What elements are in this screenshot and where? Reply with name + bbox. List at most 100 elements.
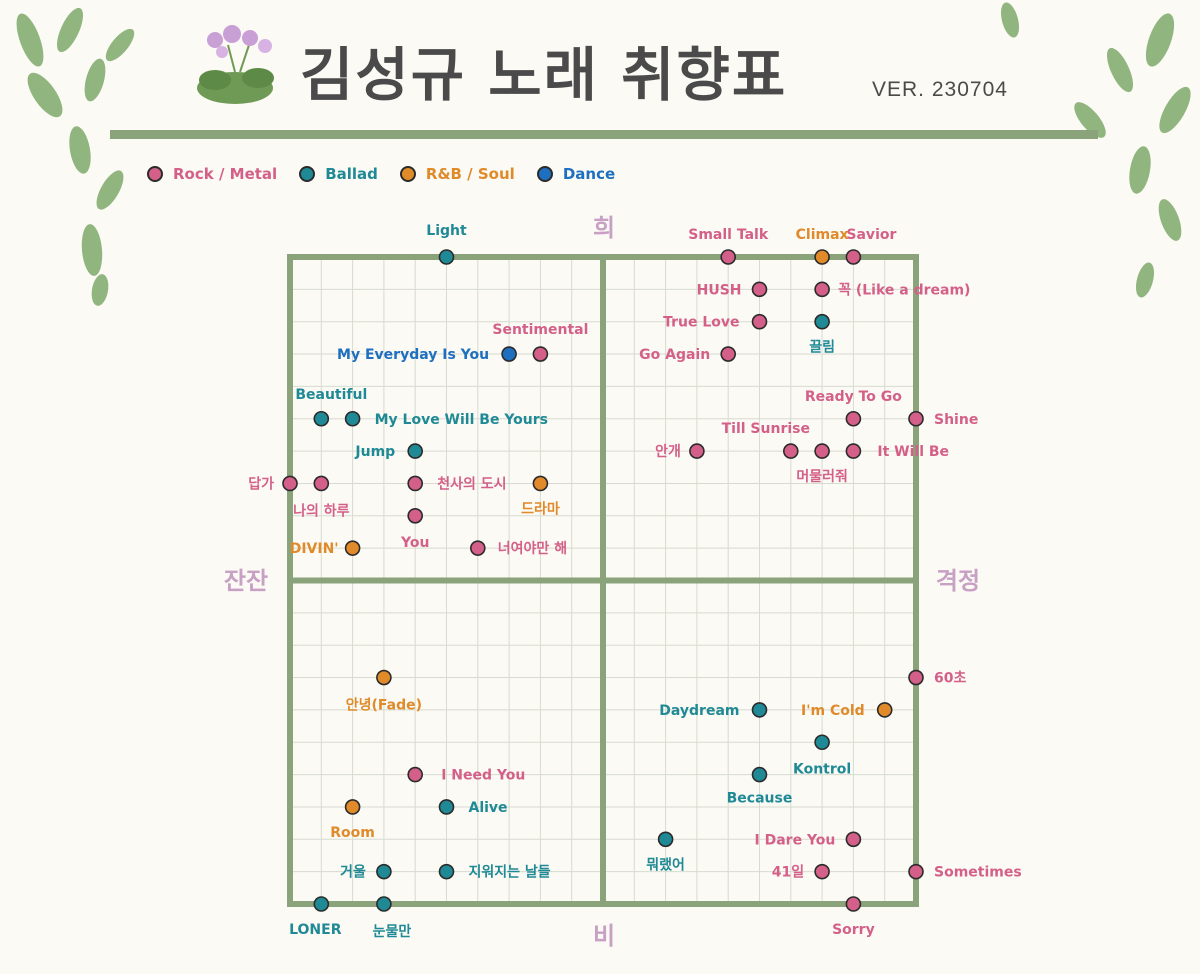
point-beautiful [313, 410, 330, 427]
legend-dot-rnb [399, 166, 416, 182]
point-label-hush: HUSH [697, 282, 742, 298]
point-small-talk [720, 249, 737, 265]
point-label-sometimes: Sometimes [934, 865, 1022, 881]
version-label: VER. 230704 [872, 78, 1008, 101]
point-label-머물러줘: 머물러줘 [796, 468, 848, 485]
point-label-sorry: Sorry [832, 922, 875, 938]
legend-item-rnb: R&B / Soul [399, 165, 515, 183]
point-label-41일: 41일 [772, 865, 804, 881]
point-label-천사의-도시: 천사의 도시 [437, 475, 506, 492]
point-label-shine: Shine [934, 412, 978, 428]
point-label-답가: 답가 [248, 475, 274, 492]
point-label-it-will-be: It Will Be [877, 444, 949, 460]
point-label-눈물만: 눈물만 [373, 924, 412, 940]
point-my-everyday-is-you [501, 346, 517, 362]
point-go-again [720, 346, 737, 362]
legend-label-ballad: Ballad [325, 165, 378, 183]
point-i-dare-you [845, 831, 862, 848]
point-label-드라마: 드라마 [521, 501, 560, 517]
point-label-꼭-like-a-dream: 꼭 (Like a dream) [838, 282, 970, 298]
point-label-너여야만-해: 너여야만 해 [498, 540, 567, 557]
point-label-뭐랬어: 뭐랬어 [646, 856, 685, 873]
point-it-will-be [845, 443, 862, 459]
axis-label-bottom: 비 [593, 922, 615, 950]
point-till-sunrise [782, 443, 799, 459]
point-hush [751, 281, 768, 298]
point-sorry [845, 896, 862, 912]
point-안개 [689, 443, 705, 459]
point-안녕-fade [376, 669, 392, 686]
point-because [751, 766, 768, 783]
point-label-sentimental: Sentimental [492, 322, 588, 338]
point-you [407, 507, 424, 524]
point-kontrol [814, 734, 830, 751]
point-i-m-cold [876, 702, 893, 718]
legend-label-rnb: R&B / Soul [425, 165, 515, 183]
title-divider [110, 130, 1098, 139]
point-label-my-everyday-is-you: My Everyday Is You [337, 347, 489, 363]
point-뭐랬어 [657, 831, 674, 848]
point-room [344, 799, 361, 815]
point-label-till-sunrise: Till Sunrise [722, 421, 810, 437]
point-divin [344, 540, 361, 556]
point-label-small-talk: Small Talk [688, 227, 769, 243]
point-label-jump: Jump [354, 444, 395, 460]
point-label-go-again: Go Again [639, 347, 710, 363]
point-label-beautiful: Beautiful [295, 387, 367, 403]
point-label-light: Light [426, 223, 467, 239]
point-label-climax: Climax [796, 227, 849, 243]
point-label-true-love: True Love [663, 315, 739, 331]
point-끌림 [814, 313, 830, 330]
chart-legend: Rock / Metal Ballad R&B / Soul Dance [147, 165, 615, 183]
point-my-love-will-be-yours [344, 410, 361, 427]
point-나의-하루 [313, 475, 330, 492]
axis-label-left: 잔잔 [224, 567, 268, 595]
point-너여야만-해 [469, 540, 486, 556]
axis-label-top: 희 [593, 214, 615, 242]
point-daydream [751, 702, 768, 718]
point-jump [407, 443, 424, 459]
point-꼭-like-a-dream [814, 281, 830, 298]
point-sentimental [532, 346, 549, 362]
point-label-because: Because [727, 791, 793, 807]
point-label-room: Room [330, 825, 375, 841]
point-label-alive: Alive [469, 800, 508, 816]
point-60초 [908, 669, 924, 686]
point-label-안개: 안개 [655, 443, 681, 460]
point-savior [845, 249, 862, 265]
point-머물러줘 [814, 443, 830, 459]
legend-label-dance: Dance [562, 165, 616, 183]
legend-dot-ballad [299, 166, 316, 182]
point-loner [313, 896, 330, 912]
point-label-divin: DIVIN' [290, 541, 339, 557]
point-label-60초: 60초 [934, 671, 966, 687]
point-label-my-love-will-be-yours: My Love Will Be Yours [375, 412, 548, 428]
chart-frame [287, 254, 919, 907]
legend-item-ballad: Ballad [299, 165, 378, 183]
point-label-i-need-you: I Need You [441, 768, 525, 784]
point-true-love [751, 313, 768, 330]
point-label-나의-하루: 나의 하루 [293, 502, 350, 519]
point-label-loner: LONER [289, 922, 342, 938]
point-천사의-도시 [407, 475, 424, 492]
point-label-ready-to-go: Ready To Go [805, 389, 902, 405]
point-label-daydream: Daydream [659, 703, 739, 719]
point-41일 [814, 863, 830, 880]
point-label-i-m-cold: I'm Cold [801, 703, 865, 719]
legend-label-rock: Rock / Metal [173, 165, 278, 183]
legend-item-dance: Dance [536, 165, 616, 183]
point-label-i-dare-you: I Dare You [755, 832, 836, 848]
point-label-안녕-fade: 안녕(Fade) [346, 697, 422, 714]
point-label-savior: Savior [846, 227, 896, 243]
point-alive [438, 799, 455, 815]
point-label-지워지는-날들: 지워지는 날들 [469, 865, 551, 881]
legend-dot-rock [147, 166, 163, 182]
point-드라마 [532, 475, 549, 492]
axis-label-right: 격정 [936, 567, 980, 595]
point-i-need-you [407, 766, 424, 783]
page-title: 김성규 노래 취향표 [300, 41, 788, 109]
point-눈물만 [376, 896, 392, 912]
legend-item-rock: Rock / Metal [147, 165, 277, 183]
